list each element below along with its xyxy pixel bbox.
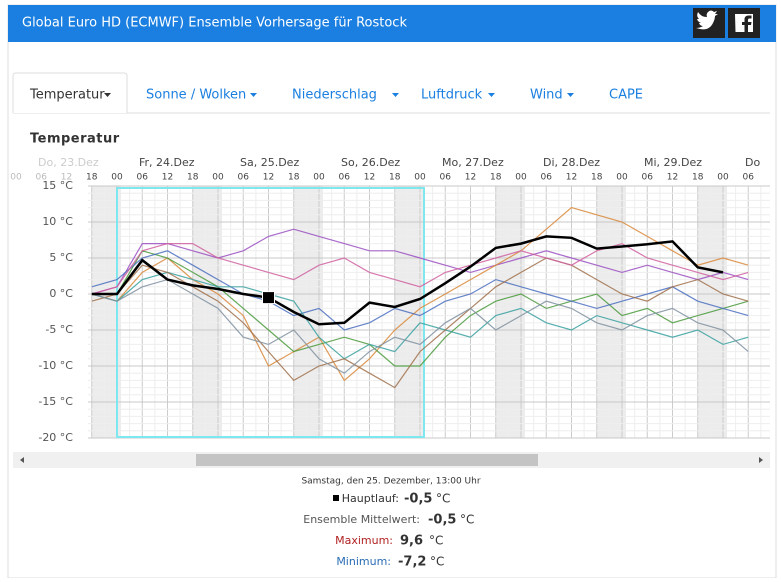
x-tick-label: 00 <box>515 173 527 183</box>
readout-unit: °C <box>436 492 450 506</box>
x-tick-label: 00 <box>717 173 729 183</box>
x-tick-label: 12 <box>162 173 173 183</box>
day-label: Fr, 24.Dez <box>139 156 195 169</box>
x-tick-label: 12 <box>667 173 678 183</box>
readout-label: Ensemble Mittelwert: <box>303 513 420 526</box>
ensemble-line <box>91 206 749 382</box>
y-tick-label: -10 °C <box>38 359 73 372</box>
x-tick-label: 06 <box>339 173 351 183</box>
tab[interactable]: Luftdruck <box>421 88 483 103</box>
twitter-icon <box>696 10 718 30</box>
day-label: Di, 28.Dez <box>543 156 600 169</box>
caret <box>250 93 257 97</box>
x-tick-label: 18 <box>490 173 502 183</box>
day-label: Sa, 25.Dez <box>240 156 299 169</box>
x-tick-label: 12 <box>263 173 274 183</box>
frame <box>7 4 777 579</box>
ensemble-line <box>91 278 749 374</box>
x-tick-label: 06 <box>541 173 553 183</box>
caret <box>567 93 574 97</box>
ensemble-line <box>91 250 749 367</box>
readout-unit: °C <box>429 534 443 548</box>
day-label: Mi, 29.Dez <box>644 156 702 169</box>
readout-date: Samstag, den 25. Dezember, 13:00 Uhr <box>301 477 480 487</box>
readout-label: Hauptlauf: <box>342 492 399 505</box>
active-tab[interactable] <box>12 72 128 113</box>
scrollbar-thumb[interactable] <box>196 454 538 466</box>
main-run-line <box>91 235 724 326</box>
y-tick-label: 0 °C <box>49 287 73 300</box>
ensemble-line <box>91 228 749 295</box>
readout-value: -0,5 <box>404 492 432 507</box>
x-tick-label: 18 <box>187 173 199 183</box>
readout-unit: °C <box>430 555 444 569</box>
tab[interactable]: CAPE <box>609 88 643 103</box>
tab[interactable]: Temperatur <box>29 88 105 103</box>
readout-label: Maximum: <box>335 534 393 547</box>
caret <box>392 93 399 97</box>
y-tick-label: 10 °C <box>42 215 73 228</box>
caret <box>488 93 495 97</box>
x-tick-label: 06 <box>137 173 149 183</box>
facebook-button[interactable] <box>728 8 760 38</box>
x-tick-label: 06 <box>642 173 654 183</box>
series-group <box>91 206 749 389</box>
tab[interactable]: Wind <box>530 88 563 103</box>
night-band <box>192 186 222 438</box>
y-tick-label: -5 °C <box>45 323 73 336</box>
readout-label: Minimum: <box>336 555 391 568</box>
facebook-icon <box>735 14 753 32</box>
x-tick-label: 18 <box>591 173 603 183</box>
night-band <box>596 186 626 438</box>
y-tick-label: 5 °C <box>49 251 73 264</box>
x-tick-label: 18 <box>389 173 401 183</box>
x-tick-label: 00 <box>212 173 224 183</box>
x-tick-label: 00 <box>313 173 325 183</box>
readout-value: -0,5 <box>428 513 456 528</box>
y-tick-label: -20 °C <box>38 431 73 444</box>
ensemble-line <box>91 257 749 389</box>
caret <box>104 93 111 97</box>
x-tick-label: 00 <box>111 173 123 183</box>
x-tick-label: 00 <box>616 173 628 183</box>
x-tick-label: 06 <box>743 173 755 183</box>
x-tick-label: 06 <box>238 173 250 183</box>
tab[interactable]: Sonne / Wolken <box>146 88 246 103</box>
header-bar <box>8 5 776 42</box>
chart: 15 °C 10 °C 5 °C 0 °C -5 °C -10 °C -15 °C -20 °… <box>10 156 770 444</box>
x-tick-label: 18 <box>288 173 300 183</box>
y-tick-label: 15 °C <box>42 179 73 192</box>
x-tick-label: 00 <box>414 173 426 183</box>
x-tick-label: 12 <box>364 173 375 183</box>
readout-value: -7,2 <box>398 555 426 570</box>
day-label: So, 26.Dez <box>341 156 400 169</box>
x-tick-label: 12 <box>465 173 476 183</box>
x-tick-label: 18 <box>86 173 98 183</box>
header-title: Global Euro HD (ECMWF) Ensemble Vorhersa… <box>22 16 407 31</box>
selection-frame <box>116 187 425 438</box>
readout-unit: °C <box>460 513 474 527</box>
day-label: Do <box>745 156 760 169</box>
x-tick-label: 06 <box>440 173 452 183</box>
legend-square <box>333 495 339 501</box>
x-tick-label: 00 <box>10 173 22 183</box>
ensemble-line <box>91 242 749 295</box>
ensemble-line <box>91 271 749 360</box>
cursor-marker <box>262 291 275 305</box>
x-tick-label: 12 <box>61 173 72 183</box>
x-tick-label: 18 <box>692 173 704 183</box>
day-label: Mo, 27.Dez <box>442 156 504 169</box>
ensemble-line <box>91 250 749 331</box>
day-label: Do, 23.Dez <box>38 156 99 169</box>
section-title: Temperatur <box>30 132 120 147</box>
tab[interactable]: Niederschlag <box>292 88 377 103</box>
readout-value: 9,6 <box>400 534 423 549</box>
x-tick-label: 12 <box>566 173 577 183</box>
x-tick-label: 06 <box>36 173 48 183</box>
y-tick-label: -15 °C <box>38 395 73 408</box>
